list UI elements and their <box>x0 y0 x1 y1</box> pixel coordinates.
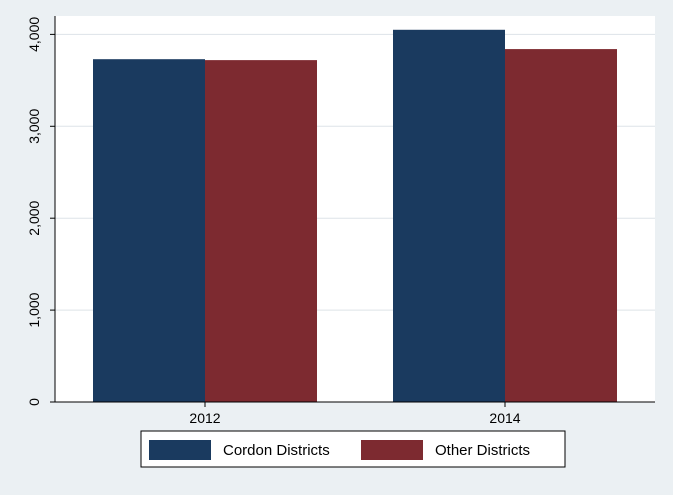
legend-label: Other Districts <box>435 442 530 459</box>
x-axis: 2012 2014 <box>55 401 655 426</box>
legend-swatch <box>361 440 423 460</box>
y-tick-label: 2,000 <box>26 200 42 235</box>
x-tick-label: 2014 <box>489 410 520 426</box>
bar-cordon-districts-2014 <box>393 29 505 403</box>
bar-other-districts-2012 <box>205 60 317 402</box>
y-tick-label: 4,000 <box>26 17 42 52</box>
bar-cordon-districts-2012 <box>93 59 205 402</box>
y-axis: 0 1,000 2,000 3,000 4,000 <box>26 16 56 406</box>
y-tick-label: 0 <box>26 398 42 406</box>
legend: Cordon Districts Other Districts <box>140 430 566 468</box>
legend-label: Cordon Districts <box>223 442 330 459</box>
y-tick-label: 3,000 <box>26 109 42 144</box>
x-tick-label: 2012 <box>189 410 220 426</box>
legend-box <box>140 430 566 468</box>
legend-swatch <box>149 440 211 460</box>
bars <box>93 29 617 403</box>
y-tick-label: 1,000 <box>26 292 42 327</box>
bar-other-districts-2014 <box>505 49 617 402</box>
